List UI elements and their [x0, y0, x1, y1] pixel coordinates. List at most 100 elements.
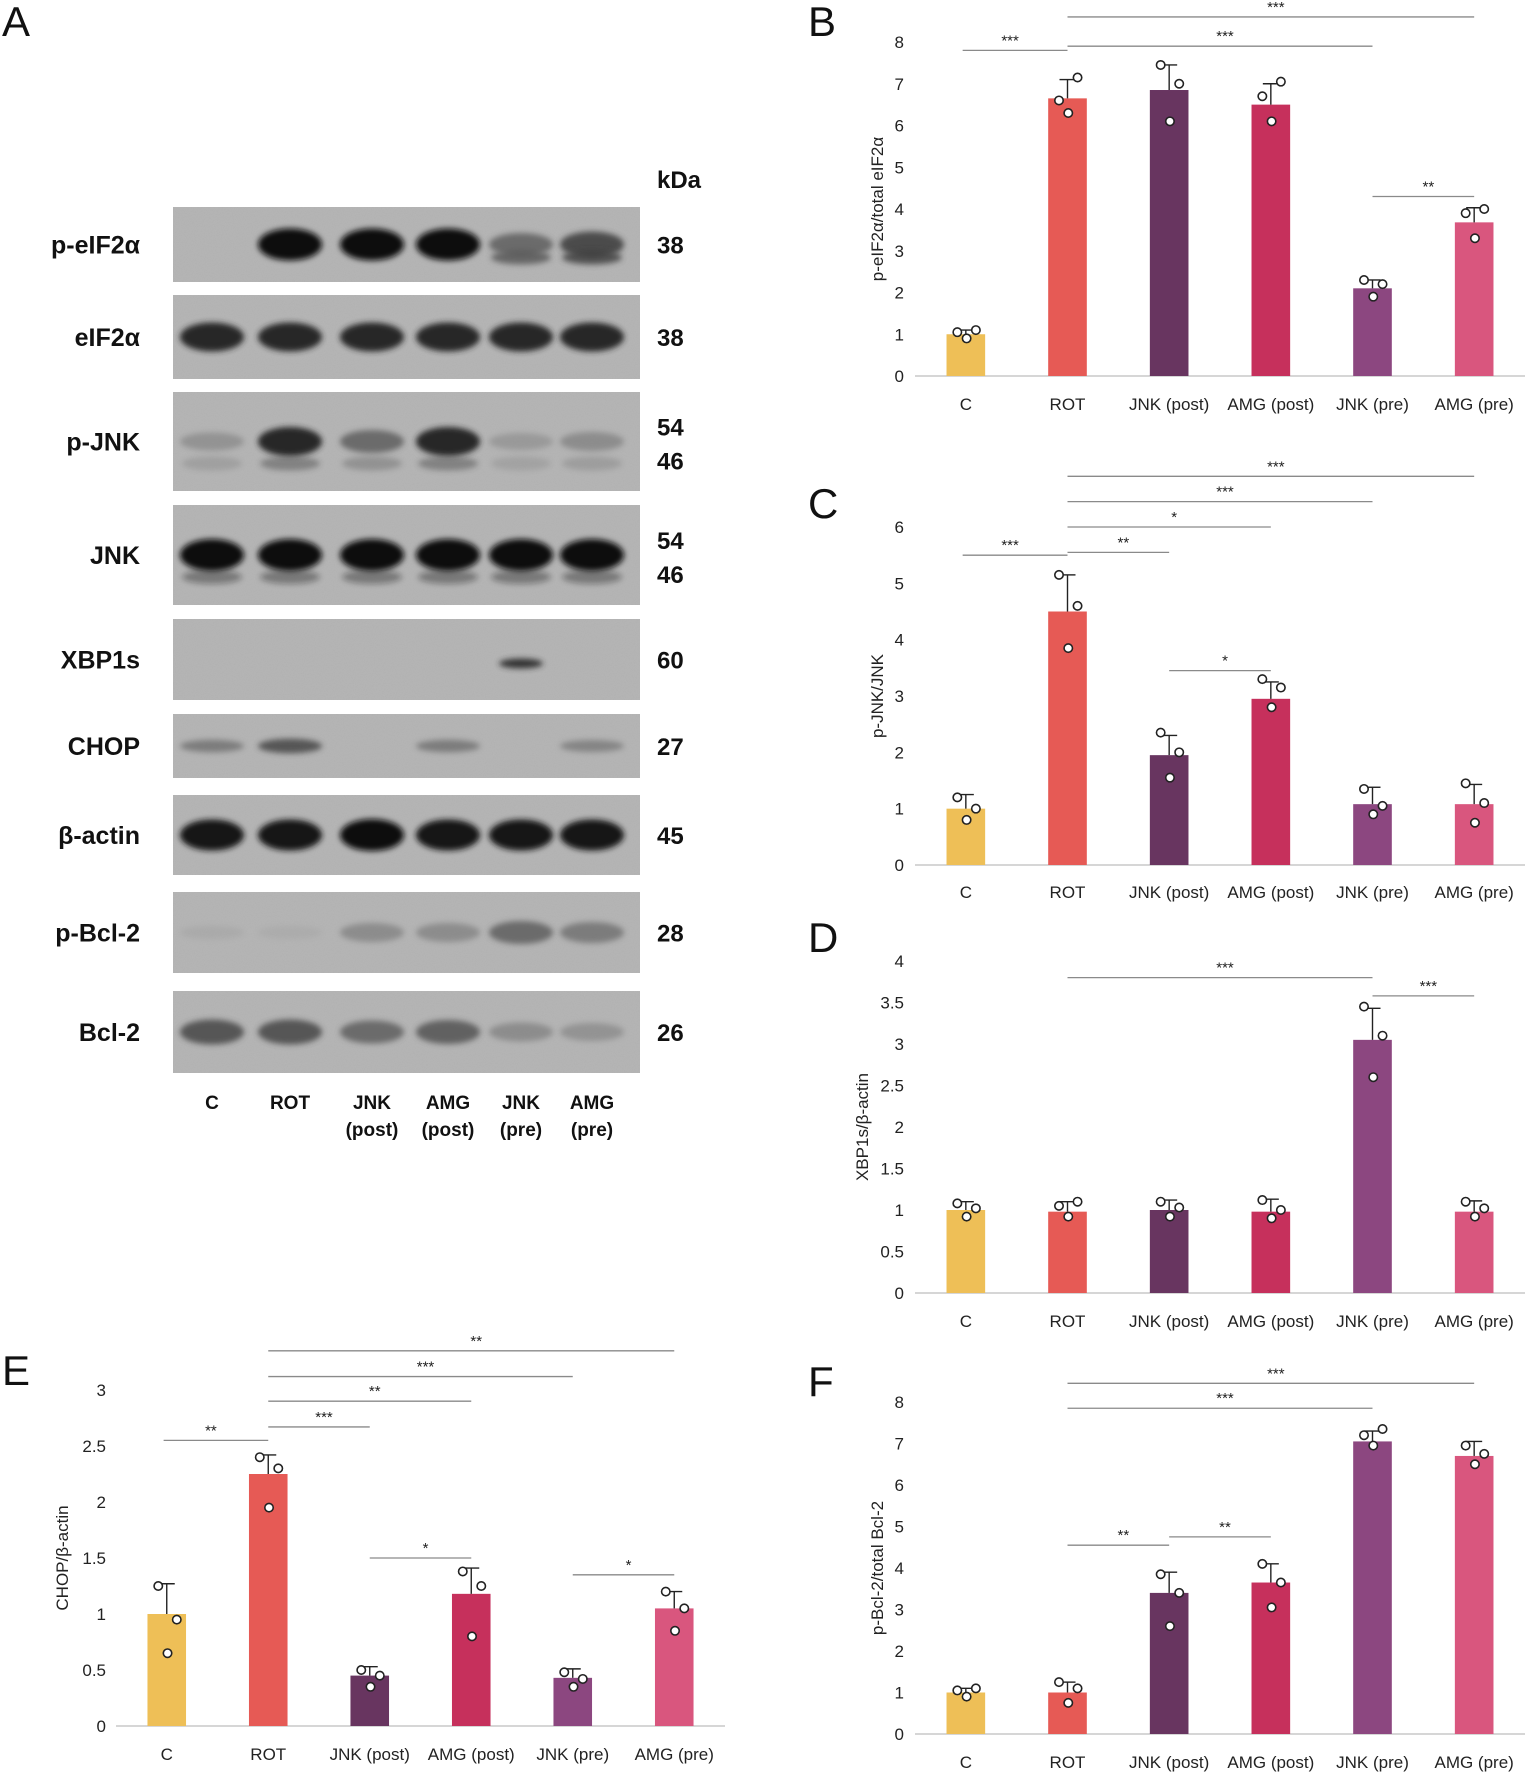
blot-band	[260, 456, 320, 471]
blot-band	[562, 250, 622, 265]
significance-label: ***	[1267, 1365, 1285, 1382]
data-point-amg-post	[1257, 674, 1268, 685]
lane-label-amg-post: AMG	[426, 1093, 470, 1114]
blot-band	[180, 322, 244, 352]
y-tick-label: 0	[895, 1284, 904, 1303]
blot-band	[258, 819, 322, 851]
blot-band	[340, 819, 404, 851]
data-point-c	[961, 1691, 972, 1702]
significance-label: **	[1117, 1527, 1129, 1544]
blot-band	[560, 432, 624, 451]
blot-kda: 38	[657, 233, 684, 260]
blot-band	[340, 923, 404, 942]
data-point-amg-post	[1275, 682, 1286, 693]
significance-label: *	[423, 1540, 429, 1557]
y-tick-label: 0	[895, 1725, 904, 1744]
y-axis-title: XBP1s/β-actin	[853, 1073, 872, 1181]
blot-row-jnk: JNK 54 46	[90, 505, 684, 605]
y-tick-label: 2	[97, 1493, 106, 1512]
panel-letter-c: C	[808, 480, 838, 527]
data-point-rot	[254, 1452, 265, 1463]
blot-strip-texture	[173, 619, 640, 700]
blot-row-eif2: eIF2α 38	[75, 295, 684, 379]
y-tick-label: 1	[895, 1201, 904, 1220]
blot-band	[418, 456, 478, 471]
bar-jnk-pre	[1353, 1441, 1392, 1734]
blot-band	[489, 539, 553, 571]
x-tick-label-amg-post: AMG (post)	[428, 1745, 515, 1764]
significance-label: **	[1117, 534, 1129, 551]
blot-band	[562, 570, 622, 584]
bar-rot	[1048, 1211, 1087, 1293]
data-point-rot	[1054, 569, 1065, 580]
y-tick-label: 1	[895, 1684, 904, 1703]
blot-band	[258, 228, 322, 261]
data-point-amg-pre	[679, 1603, 690, 1614]
y-axis-title: p-JNK/JNK	[868, 653, 887, 738]
data-point-amg-post	[1257, 1195, 1268, 1206]
blot-kda: 28	[657, 921, 684, 948]
y-tick-label: 1.5	[880, 1160, 904, 1179]
y-tick-label: 8	[895, 33, 904, 52]
data-point-c	[952, 1685, 963, 1696]
data-point-amg-post	[1266, 116, 1277, 127]
blot-label: p-JNK	[66, 429, 140, 457]
x-tick-label-rot: ROT	[250, 1745, 286, 1764]
x-tick-label-amg-post: AMG (post)	[1227, 1753, 1314, 1772]
blot-label: XBP1s	[61, 647, 140, 675]
y-tick-label: 0.5	[82, 1661, 106, 1680]
significance-label: ***	[1216, 28, 1234, 45]
blot-label: p-eIF2α	[51, 232, 141, 260]
blot-kda: 46	[657, 562, 684, 589]
y-tick-label: 1.5	[82, 1549, 106, 1568]
x-tick-label-amg-pre: AMG (pre)	[1434, 395, 1513, 414]
blot-band	[489, 1022, 553, 1042]
blot-band	[340, 228, 404, 261]
blot-band	[560, 819, 624, 851]
bar-c	[946, 1210, 986, 1293]
y-tick-label: 0	[97, 1717, 106, 1736]
y-tick-label: 5	[895, 574, 904, 593]
x-tick-label-c: C	[960, 1753, 972, 1772]
blot-label: JNK	[90, 542, 140, 570]
data-point-c	[970, 803, 981, 814]
data-point-amg-pre	[670, 1625, 681, 1636]
data-point-amg-post	[1275, 1205, 1286, 1216]
y-axis-title: p-eIF2α/total eIF2α	[868, 137, 887, 282]
y-tick-label: 1	[895, 800, 904, 819]
data-point-c	[961, 1211, 972, 1222]
blot-band	[489, 322, 553, 352]
x-tick-label-jnk-pre: JNK (pre)	[1336, 883, 1409, 902]
blot-row-p-jnk: p-JNK 54 46	[66, 392, 684, 491]
significance-label: *	[626, 1557, 632, 1574]
bar-rot	[1048, 611, 1087, 865]
data-point-jnk-pre	[1377, 279, 1388, 290]
bar-amg-pre	[1454, 222, 1494, 376]
chart-panel-c: Cp-JNK/JNK 0 1 2 3 4 5 6 C ROT JNK (post) AMG (post…	[808, 458, 1525, 902]
data-point-jnk-post	[1155, 1569, 1166, 1580]
data-point-jnk-pre	[1377, 1423, 1388, 1434]
data-point-c	[162, 1648, 173, 1659]
data-point-rot	[1072, 1683, 1083, 1694]
data-point-amg-post	[1266, 1602, 1277, 1613]
y-tick-label: 0.5	[880, 1243, 904, 1262]
data-point-rot	[1054, 1677, 1065, 1688]
significance-label: ***	[1267, 0, 1285, 16]
data-point-amg-post	[1266, 1213, 1277, 1224]
significance-label: **	[1219, 1519, 1231, 1536]
lane-label-jnk-pre: (pre)	[500, 1120, 542, 1141]
blot-band	[560, 322, 624, 352]
lane-label-jnk-post: JNK	[353, 1093, 391, 1114]
x-tick-label-amg-pre: AMG (pre)	[1434, 1753, 1513, 1772]
significance-label: ***	[1216, 484, 1234, 501]
y-tick-label: 5	[895, 158, 904, 177]
blot-band	[182, 456, 242, 471]
data-point-jnk-pre	[1368, 809, 1379, 820]
blot-band	[491, 456, 551, 471]
data-point-jnk-post	[1164, 1621, 1175, 1632]
data-point-amg-post	[467, 1631, 478, 1642]
blot-row-p-bcl-2: p-Bcl-2 28	[55, 892, 684, 973]
panel-letter-b: B	[808, 0, 836, 45]
data-point-amg-pre	[1469, 233, 1480, 244]
